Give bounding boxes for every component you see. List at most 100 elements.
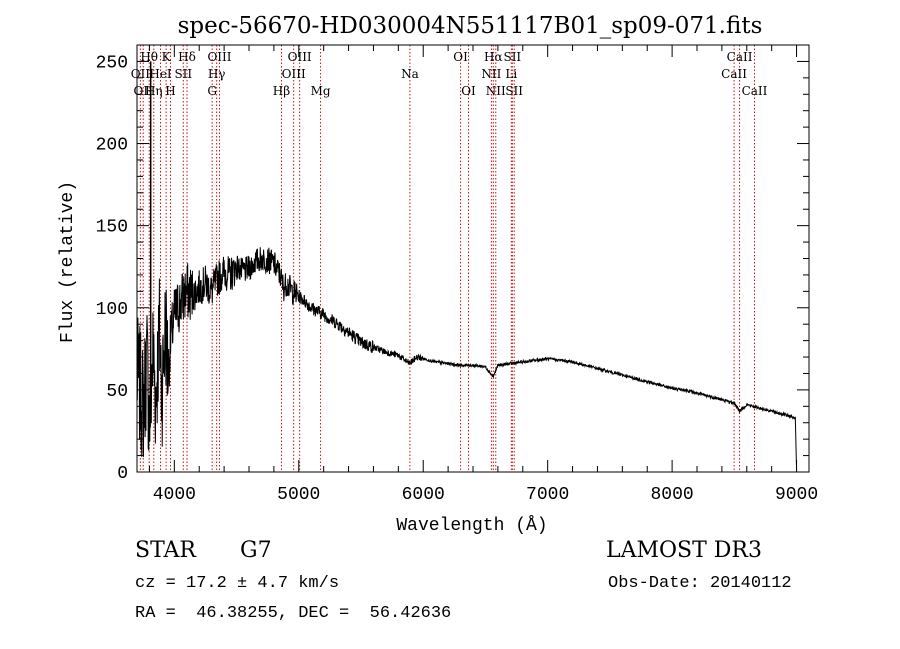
spectrum-point: [560, 360, 561, 361]
spectrum-point: [472, 365, 473, 366]
spectrum-point: [192, 294, 193, 295]
spectrum-point: [146, 360, 147, 361]
line-label: Na: [401, 67, 419, 81]
y-tick-label: 100: [96, 300, 128, 320]
y-tick-label: 250: [96, 53, 128, 73]
line-label: SII: [505, 84, 523, 98]
line-labels-layer: OIIOIIHθHηHeIKHSIIHδGHγOIIIHβOIIIOIIIMgN…: [131, 50, 768, 98]
spectrum-point: [205, 283, 206, 284]
spectrum-point: [572, 361, 573, 362]
spectrum-point: [317, 311, 318, 312]
spectrum-point: [211, 291, 212, 292]
y-tick-label: 0: [117, 464, 128, 484]
line-label: CaII: [727, 50, 753, 64]
line-label: OI: [453, 50, 468, 64]
spectrum-point: [174, 315, 175, 316]
spectrum-point: [273, 263, 274, 264]
spectrum-point: [304, 301, 305, 302]
ticks-layer: 4000 5000 6000 7000 8000 9000 0 50 100 150 200 250: [96, 45, 818, 505]
spectrum-point: [186, 291, 187, 292]
spectrum-point: [199, 288, 200, 289]
spectrum-point: [547, 358, 548, 359]
spectrum-point: [784, 414, 785, 415]
spectrum-point: [622, 375, 623, 376]
spectrum-point: [280, 274, 281, 275]
spectrum-point: [672, 388, 673, 389]
spectrum-point: [709, 396, 710, 397]
line-label: OI: [461, 84, 476, 98]
spectrum-point: [739, 411, 740, 412]
spectrum-point: [597, 368, 598, 369]
spectrum-point: [360, 342, 361, 343]
spectrum-line: [136, 247, 798, 473]
chart-title: spec-56670-HD030004N551117B01_sp09-071.f…: [178, 13, 763, 39]
line-label: NII: [486, 84, 506, 98]
line-label: SII: [503, 50, 521, 64]
spectrum-point: [535, 360, 536, 361]
line-label: Hβ: [273, 84, 290, 98]
spectrum-point: [584, 365, 585, 366]
y-tick-label: 150: [96, 218, 128, 238]
line-label: Mg: [311, 84, 331, 98]
spectrum-point: [416, 356, 417, 357]
x-tick-label: 9000: [775, 485, 818, 505]
spectrum-point: [684, 389, 685, 390]
spectrum-point: [409, 363, 410, 364]
y-axis-label: Flux (relative): [58, 181, 78, 343]
spectrum-point: [181, 299, 182, 300]
spectrum-point: [292, 291, 293, 292]
x-axis-label: Wavelength (Å): [396, 515, 547, 536]
spectrum-point: [329, 319, 330, 320]
spectrum-point: [178, 307, 179, 308]
spectrum-point: [354, 337, 355, 338]
line-label: OII: [131, 67, 151, 81]
spectrum-point: [255, 261, 256, 262]
spectrum-point: [609, 371, 610, 372]
line-label: CaII: [721, 67, 747, 81]
spectrum-point: [759, 407, 760, 408]
line-label: NII: [481, 67, 501, 81]
line-label: Hθ: [140, 50, 158, 64]
sky-coordinates: RA = 46.38255, DEC = 56.42636: [135, 604, 452, 623]
spectrum-point: [242, 271, 243, 272]
spectrum-point: [217, 278, 218, 279]
spectrum-point: [510, 363, 511, 364]
spectrum-point: [795, 417, 796, 418]
spectrum-point: [634, 378, 635, 379]
spectrum-point: [311, 307, 312, 308]
spectrum-point: [230, 274, 231, 275]
spectrum-point: [398, 355, 399, 356]
line-label: Hα: [484, 50, 503, 64]
emission-lines-layer: [139, 45, 755, 472]
spectrum-point: [373, 347, 374, 348]
x-tick-label: 6000: [402, 485, 445, 505]
spectrum-point: [261, 258, 262, 259]
spectrum-point: [323, 314, 324, 315]
x-tick-label: 5000: [277, 485, 320, 505]
spectrum-point: [248, 268, 249, 269]
spectrum-point: [448, 363, 449, 364]
spectrum-point: [155, 398, 156, 399]
spectrum-layer: [136, 61, 798, 473]
spectrum-point: [336, 322, 337, 323]
observation-date: Obs-Date: 20140112: [608, 574, 792, 593]
spectrum-point: [522, 361, 523, 362]
x-tick-label: 4000: [153, 485, 196, 505]
spectrum-point: [298, 296, 299, 297]
spectral-class: STAR: [135, 538, 196, 563]
spectrum-point: [721, 399, 722, 400]
x-tick-label: 8000: [651, 485, 694, 505]
spectrum-point: [771, 411, 772, 412]
line-label: Hη: [145, 84, 163, 98]
line-label: Hδ: [178, 50, 196, 64]
spectrum-point: [696, 393, 697, 394]
y-tick-label: 200: [96, 136, 128, 156]
spectrum-point: [659, 384, 660, 385]
spectrum-point: [435, 361, 436, 362]
spectrum-point: [385, 352, 386, 353]
spectrum-point: [348, 332, 349, 333]
spectrum-point: [342, 327, 343, 328]
spectrum-point: [170, 340, 171, 341]
spectrum-point: [224, 271, 225, 272]
y-tick-label: 50: [106, 382, 128, 402]
